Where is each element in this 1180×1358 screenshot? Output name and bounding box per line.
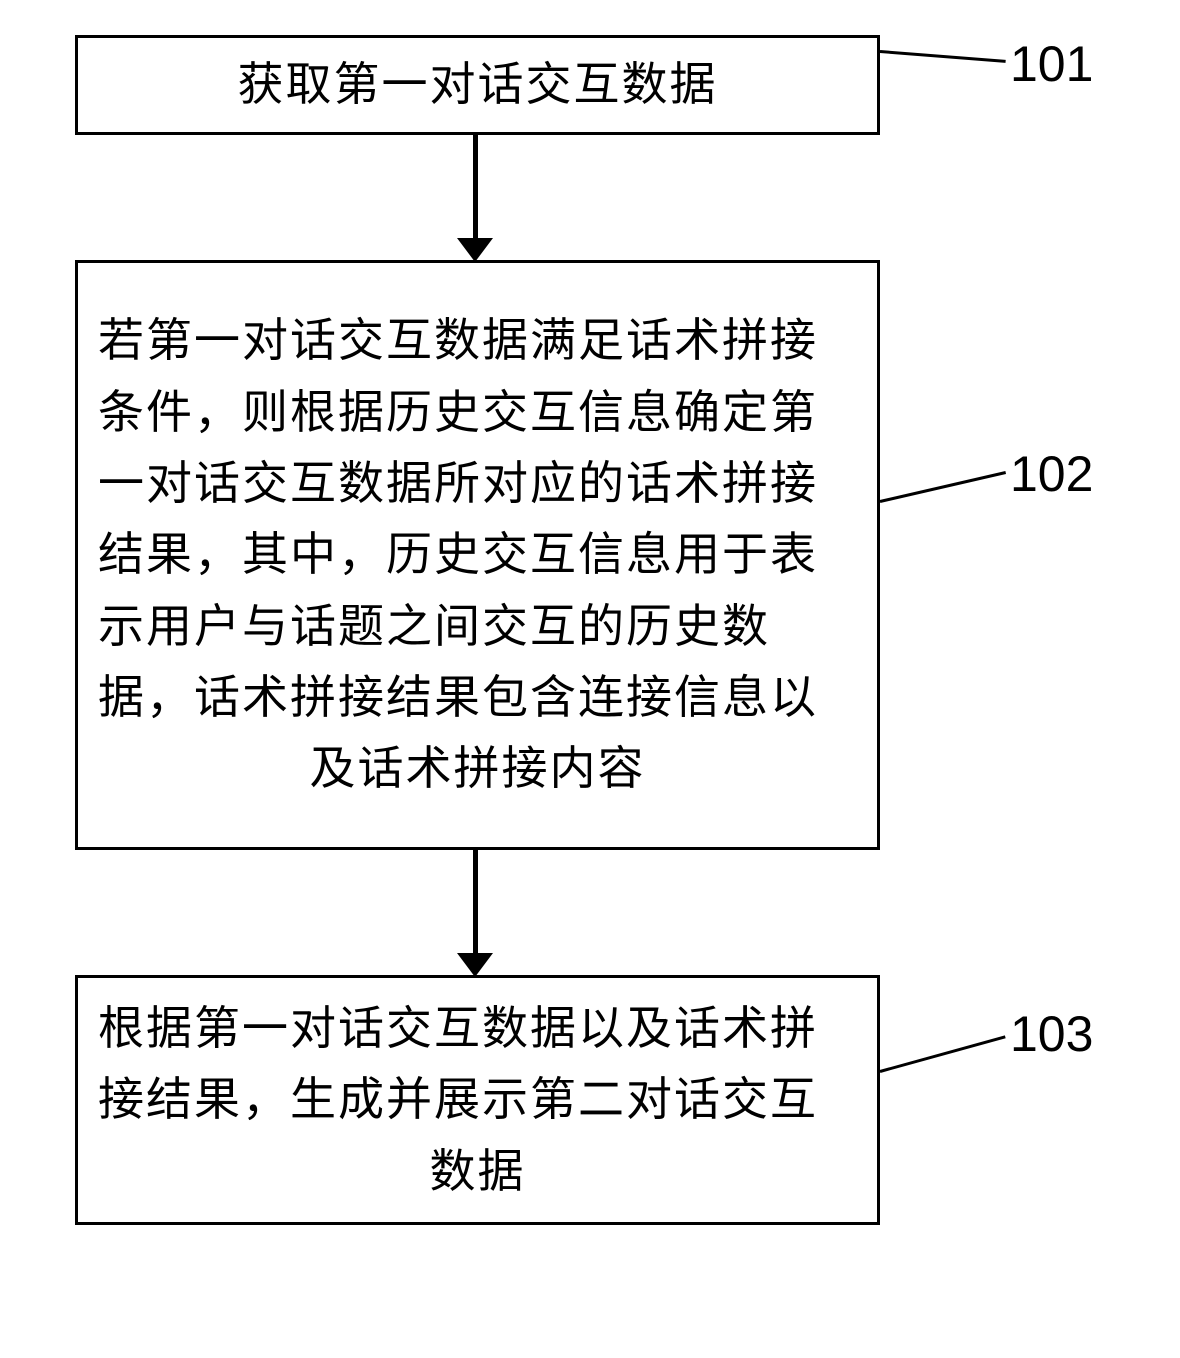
leader-line-2 [880, 471, 1006, 503]
flowchart-node-3: 根据第一对话交互数据以及话术拼接结果，生成并展示第二对话交互数据 [75, 975, 880, 1225]
flowchart-node-2-text: 若第一对话交互数据满足话术拼接条件，则根据历史交互信息确定第一对话交互数据所对应… [98, 305, 857, 804]
flowchart-label-3: 103 [1010, 1005, 1093, 1063]
flowchart-node-2: 若第一对话交互数据满足话术拼接条件，则根据历史交互信息确定第一对话交互数据所对应… [75, 260, 880, 850]
leader-line-3 [880, 1035, 1006, 1073]
flowchart-node-1-text: 获取第一对话交互数据 [238, 49, 718, 120]
arrowhead-2-3 [457, 953, 493, 977]
flowchart-node-1: 获取第一对话交互数据 [75, 35, 880, 135]
leader-line-1 [880, 50, 1006, 63]
flowchart-label-1: 101 [1010, 35, 1093, 93]
arrow-2-3 [473, 850, 478, 955]
arrow-1-2 [473, 135, 478, 240]
arrowhead-1-2 [457, 238, 493, 262]
flowchart-node-3-text: 根据第一对话交互数据以及话术拼接结果，生成并展示第二对话交互数据 [98, 993, 857, 1207]
flowchart-label-2: 102 [1010, 445, 1093, 503]
